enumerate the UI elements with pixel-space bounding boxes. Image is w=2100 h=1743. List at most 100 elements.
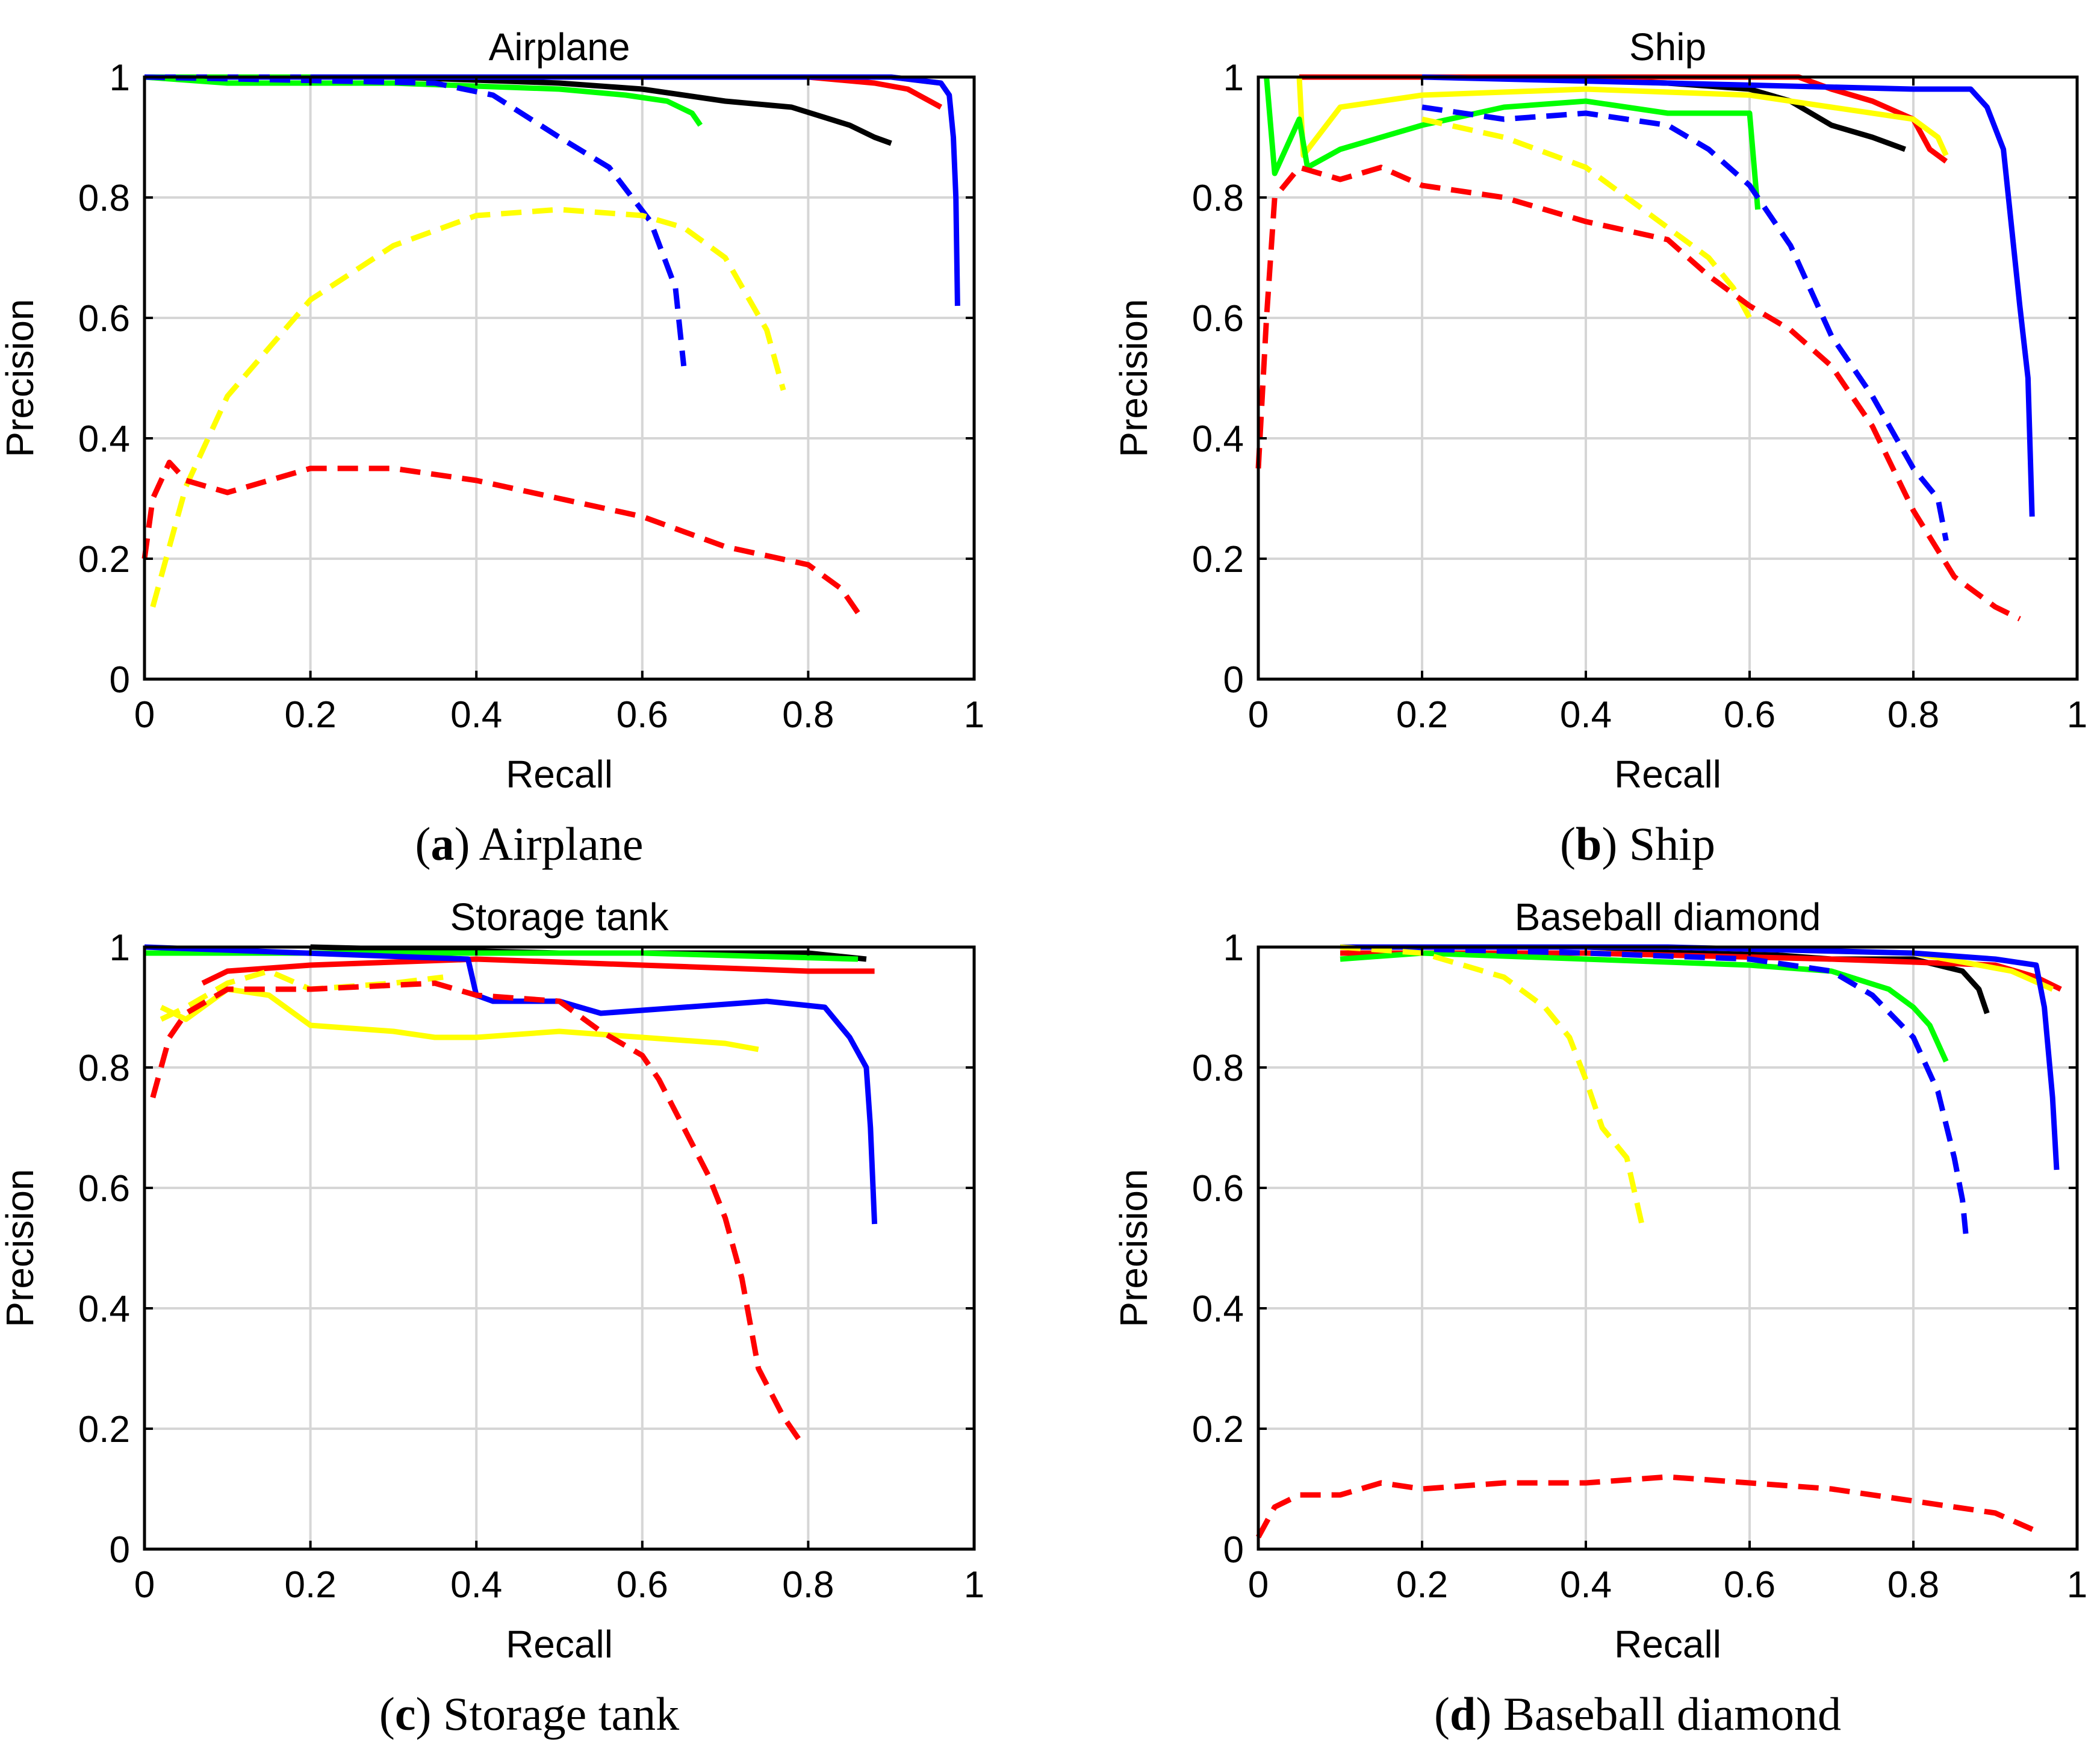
- y-tick-label: 1: [110, 927, 130, 969]
- pr-curve-dashed: [150, 980, 803, 1443]
- y-tick-label: 1: [1223, 57, 1244, 99]
- plot-area: [1258, 77, 2077, 679]
- caption-text: Airplane: [479, 818, 644, 870]
- panel-letter: b: [1576, 818, 1601, 870]
- pr-curve-solid: [1340, 950, 1949, 1063]
- pr-curve-dashed: [144, 74, 687, 367]
- y-tick-label: 0.4: [1192, 1288, 1244, 1330]
- curves: [144, 944, 878, 1443]
- y-tick-label: 1: [1223, 927, 1244, 969]
- y-tick-label: 0.6: [1192, 298, 1244, 340]
- x-tick-label: 0.2: [284, 694, 336, 736]
- y-tick-label: 0.8: [1192, 178, 1244, 219]
- plot-area: [144, 77, 974, 679]
- y-tick-label: 0: [110, 1529, 130, 1571]
- x-axis-label: Recall: [1614, 753, 1721, 796]
- panel-letter: d: [1450, 1688, 1476, 1740]
- pr-curve-dashed: [150, 207, 786, 608]
- y-tick-label: 0.2: [1192, 539, 1244, 580]
- x-tick-label: 0.6: [617, 1564, 668, 1606]
- panel-caption: (a) Airplane: [415, 818, 643, 870]
- x-tick-label: 0: [1248, 694, 1269, 736]
- x-axis-label: Recall: [1614, 1623, 1721, 1666]
- axes-frame: [143, 945, 976, 1551]
- x-tick-label: 0.8: [1887, 694, 1939, 736]
- y-tick-label: 0.2: [1192, 1409, 1244, 1450]
- axes-frame: [1257, 945, 2079, 1551]
- pr-curve-solid: [144, 74, 703, 127]
- y-tick-label: 0.6: [78, 1168, 130, 1210]
- chart-panel-c: 0 0.2 0.4 0.6 0.8 1 0 0.2 0.4 0.6 0.8 1 Storage tank…: [0, 895, 984, 1740]
- y-tick-label: 0.4: [78, 418, 130, 460]
- y-axis-label: Precision: [1112, 299, 1155, 457]
- axes-frame: [1257, 75, 2079, 681]
- pr-curve-dashed: [1255, 164, 2021, 622]
- pr-curve-solid: [1421, 74, 2035, 517]
- x-tick-label: 1: [2067, 694, 2087, 736]
- y-tick-label: 1: [110, 57, 130, 99]
- y-tick-label: 0: [110, 659, 130, 701]
- x-tick-label: 0.4: [450, 694, 502, 736]
- x-tick-label: 0: [134, 1564, 155, 1606]
- pr-curve-solid: [1264, 76, 1761, 210]
- y-tick-label: 0.4: [1192, 418, 1244, 460]
- x-tick-label: 0.6: [617, 694, 668, 736]
- panel-letter: a: [430, 818, 454, 870]
- caption-text: Ship: [1629, 818, 1715, 870]
- x-tick-label: 0.8: [782, 694, 834, 736]
- chart-panel-d: 0 0.2 0.4 0.6 0.8 1 0 0.2 0.4 0.6 0.8 1 Baseball dia…: [1112, 895, 2087, 1740]
- pr-curve-dashed: [1421, 116, 1752, 320]
- y-tick-label: 0.6: [78, 298, 130, 340]
- axes-frame: [143, 75, 976, 681]
- x-tick-label: 0.2: [284, 1564, 336, 1606]
- x-axis-label: Recall: [506, 1623, 613, 1666]
- y-tick-label: 0.6: [1192, 1168, 1244, 1210]
- y-tick-label: 0.8: [1192, 1048, 1244, 1089]
- panel-caption: (d) Baseball diamond: [1434, 1688, 1841, 1740]
- y-tick-label: 0.2: [78, 1409, 130, 1450]
- pr-curve-solid: [201, 956, 875, 986]
- panel-caption: (c) Storage tank: [379, 1688, 679, 1740]
- chart-panel-b: 0 0.2 0.4 0.6 0.8 1 0 0.2 0.4 0.6 0.8 1 Ship Recall Pr…: [1112, 25, 2087, 870]
- x-axis-label: Recall: [506, 753, 613, 796]
- chart-title: Ship: [1629, 25, 1706, 69]
- x-tick-label: 0: [134, 694, 155, 736]
- chart-panel-a: 0 0.2 0.4 0.6 0.8 1 0 0.2 0.4 0.6 0.8 1 Airplane Reca…: [0, 25, 984, 870]
- x-tick-label: 1: [2067, 1564, 2087, 1606]
- y-tick-label: 0.8: [78, 178, 130, 219]
- y-tick-label: 0: [1223, 659, 1244, 701]
- chart-title: Airplane: [489, 25, 630, 69]
- chart-title: Storage tank: [450, 895, 669, 939]
- x-tick-label: 0.8: [1887, 1564, 1939, 1606]
- y-axis-label: Precision: [0, 299, 42, 457]
- caption-text: Baseball diamond: [1503, 1688, 1841, 1740]
- pr-curve-dashed: [1340, 944, 1969, 1243]
- pr-curve-dashed: [1256, 1474, 2037, 1539]
- x-tick-label: 0.2: [1396, 1564, 1448, 1606]
- pr-curve-dashed: [1421, 104, 1949, 541]
- plot-area: [144, 947, 974, 1549]
- pr-curve-dashed: [1340, 944, 1646, 1231]
- x-tick-label: 0.8: [782, 1564, 834, 1606]
- x-tick-label: 0.6: [1724, 694, 1775, 736]
- caption-text: Storage tank: [443, 1688, 679, 1740]
- y-tick-label: 0: [1223, 1529, 1244, 1571]
- pr-curve-dashed: [141, 459, 860, 615]
- y-tick-label: 0.8: [78, 1048, 130, 1089]
- x-tick-label: 0.4: [450, 1564, 502, 1606]
- x-tick-label: 0.6: [1724, 1564, 1775, 1606]
- x-tick-label: 0.2: [1396, 694, 1448, 736]
- x-tick-label: 1: [964, 694, 984, 736]
- pr-curve-solid: [1296, 76, 1949, 158]
- x-tick-label: 1: [964, 1564, 984, 1606]
- plot-area: [1258, 947, 2077, 1549]
- chart-title: Baseball diamond: [1515, 895, 1821, 939]
- panel-letter: c: [395, 1688, 416, 1740]
- y-tick-label: 0.4: [78, 1288, 130, 1330]
- y-axis-label: Precision: [0, 1169, 42, 1327]
- x-tick-label: 0.4: [1560, 694, 1612, 736]
- x-tick-label: 0: [1248, 1564, 1269, 1606]
- y-axis-label: Precision: [1112, 1169, 1155, 1327]
- x-tick-label: 0.4: [1560, 1564, 1612, 1606]
